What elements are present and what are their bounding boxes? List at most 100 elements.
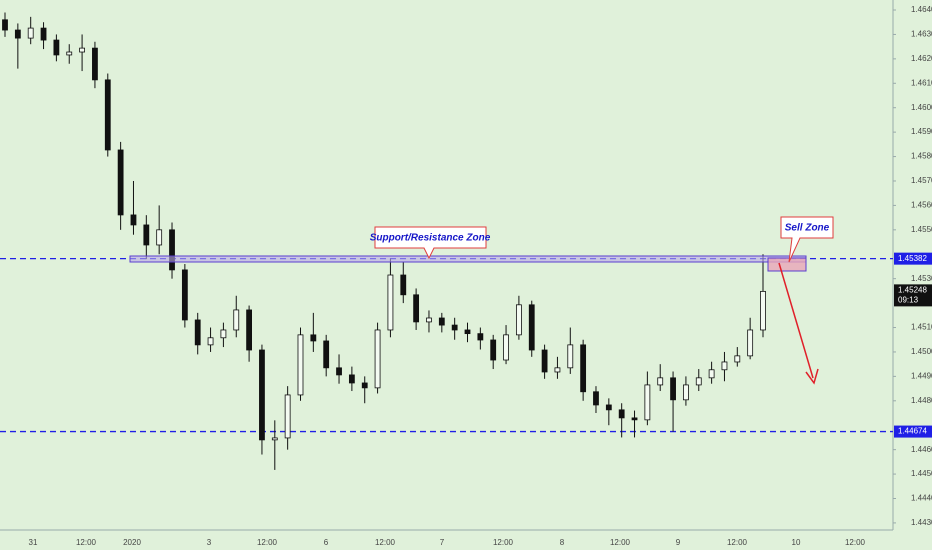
candle-body bbox=[515, 304, 522, 336]
y-tick-label: 1.46400 bbox=[911, 5, 932, 14]
callout-shape bbox=[780, 216, 834, 263]
candle-body bbox=[477, 333, 484, 341]
candle-body bbox=[695, 377, 702, 386]
candle-body bbox=[580, 344, 587, 393]
candle-body bbox=[644, 384, 651, 421]
x-tick-label: 12:00 bbox=[375, 538, 396, 547]
candle-body bbox=[336, 367, 342, 376]
candle-body bbox=[14, 29, 21, 39]
candle-body bbox=[246, 309, 253, 351]
candle-body bbox=[760, 290, 766, 331]
candle-body bbox=[143, 224, 150, 246]
candle-body bbox=[233, 309, 240, 331]
candle-body bbox=[670, 377, 676, 401]
candle-body bbox=[683, 384, 689, 401]
candle-body bbox=[53, 39, 60, 56]
candle-body bbox=[348, 374, 355, 384]
candle-body bbox=[323, 340, 330, 369]
y-tick-label: 1.44300 bbox=[911, 518, 932, 527]
candle-body bbox=[310, 334, 317, 342]
y-tick-label: 1.44600 bbox=[911, 445, 932, 454]
y-tick-label: 1.45500 bbox=[911, 225, 932, 234]
candle-body bbox=[79, 47, 85, 53]
y-tick-label: 1.45100 bbox=[911, 323, 932, 332]
candle-body bbox=[181, 269, 188, 321]
x-tick-label: 12:00 bbox=[493, 538, 514, 547]
candle-body bbox=[734, 355, 741, 363]
x-tick-label: 2020 bbox=[123, 538, 141, 547]
x-tick-label: 9 bbox=[676, 538, 681, 547]
level-label-box bbox=[894, 425, 932, 438]
candle-body bbox=[567, 344, 574, 369]
candle-body bbox=[194, 319, 201, 346]
candle-body bbox=[374, 329, 381, 389]
candle-body bbox=[284, 394, 291, 439]
candle-body bbox=[297, 334, 304, 396]
y-tick-label: 1.45900 bbox=[911, 127, 932, 136]
candle-body bbox=[503, 334, 509, 361]
callout-shape bbox=[374, 226, 487, 260]
candle-body bbox=[400, 274, 407, 296]
candle-body bbox=[271, 437, 278, 441]
sell-arrow bbox=[778, 262, 819, 385]
candle-body bbox=[618, 409, 625, 419]
candle-body bbox=[40, 27, 47, 41]
x-tick-label: 12:00 bbox=[257, 538, 278, 547]
candle-body bbox=[27, 27, 34, 39]
candle-body bbox=[657, 377, 664, 386]
countdown: 09:13 bbox=[898, 295, 919, 304]
candle-body bbox=[156, 229, 163, 246]
y-tick-label: 1.46100 bbox=[911, 78, 932, 87]
y-tick-label: 1.45300 bbox=[911, 274, 932, 283]
callout-support: Support/Resistance Zone bbox=[370, 226, 491, 260]
x-tick-label: 31 bbox=[29, 538, 38, 547]
candle-body bbox=[92, 47, 98, 81]
resistance-zone bbox=[129, 255, 807, 263]
candle-body bbox=[130, 214, 137, 226]
arrow-line bbox=[778, 262, 814, 379]
x-tick-label: 10 bbox=[792, 538, 801, 547]
x-tick-label: 6 bbox=[324, 538, 329, 547]
candle-body bbox=[747, 329, 754, 357]
candle-body bbox=[605, 404, 612, 411]
y-tick-label: 1.45600 bbox=[911, 201, 932, 210]
x-tick-label: 12:00 bbox=[610, 538, 631, 547]
candle-body bbox=[413, 294, 420, 323]
price-axis: 1.46400 1.46300 1.46200 1.46100 1.46000 1.459… bbox=[29, 5, 932, 547]
candle-body bbox=[259, 349, 265, 441]
y-tick-label: 1.46300 bbox=[911, 30, 932, 39]
candle-body bbox=[490, 339, 497, 361]
candle-body bbox=[631, 417, 638, 421]
y-tick-label: 1.44900 bbox=[911, 371, 932, 380]
x-tick-label: 7 bbox=[440, 538, 445, 547]
arrow-head bbox=[805, 368, 819, 385]
candle-body bbox=[554, 367, 561, 373]
candle-body bbox=[528, 304, 535, 351]
x-tick-label: 12:00 bbox=[845, 538, 866, 547]
candle-body bbox=[66, 51, 73, 56]
x-tick-label: 3 bbox=[207, 538, 212, 547]
candle-body bbox=[220, 329, 227, 339]
candle-body bbox=[117, 149, 124, 216]
y-tick-label: 1.46000 bbox=[911, 103, 932, 112]
annotation: Support/Resistance Zone bbox=[370, 233, 491, 244]
y-tick-label: 1.45000 bbox=[911, 347, 932, 356]
candle-body bbox=[541, 349, 548, 373]
candle-body bbox=[361, 382, 368, 389]
y-tick-label: 1.44400 bbox=[911, 494, 932, 503]
candle-body bbox=[2, 19, 8, 31]
y-tick-label: 1.46200 bbox=[911, 54, 932, 63]
candle-body bbox=[451, 324, 458, 331]
candle-body bbox=[438, 317, 445, 326]
sell-zone-box bbox=[767, 257, 807, 272]
level-label: 1.45382 bbox=[898, 254, 927, 263]
candle-body bbox=[387, 274, 394, 331]
candle-body bbox=[426, 317, 432, 323]
candle-body bbox=[708, 369, 715, 379]
candle-body bbox=[104, 79, 111, 151]
y-tick-label: 1.44500 bbox=[911, 469, 932, 478]
candle-body bbox=[207, 337, 214, 346]
